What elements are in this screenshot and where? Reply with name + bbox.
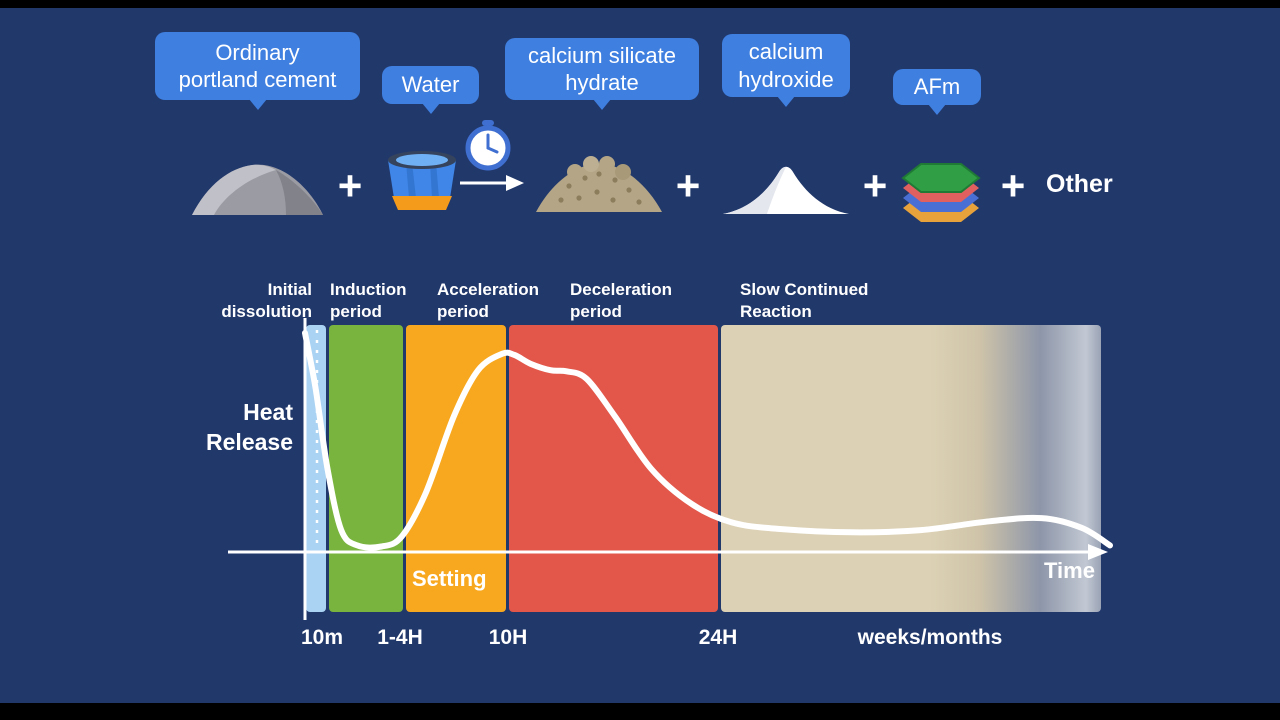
x-axis-label: Time [1044,558,1095,583]
setting-annotation: Setting [412,566,487,591]
cement-pile-shade [276,170,323,215]
other-label: Other [1046,170,1113,198]
cement-pile-icon [192,164,323,215]
period-label-acceleration: Acceleration period [437,280,540,322]
bubble-water: Water [382,66,479,104]
afm-layers-icon [901,163,981,222]
band-deceleration-period [509,325,718,612]
water-bucket-icon [388,151,456,210]
band-initial-dissolution [306,325,326,612]
bucket-base [392,196,452,210]
white-pile-body [723,166,849,214]
csh-texture-dots [558,171,642,205]
plus-sign: + [675,162,701,209]
csh-bump [599,156,615,172]
tick-10h: 10H [488,626,528,649]
afm-layer-green [901,163,981,193]
bubble-ordinary-portland-cement: Ordinary portland cement [155,32,360,100]
plus-sign: + [862,162,888,209]
bucket-stripe [430,162,439,198]
water-surface [396,154,448,166]
y-axis-label: Heat Release [206,399,293,455]
plus-sign: + [1000,162,1026,209]
csh-bump [567,164,583,180]
clock-hour-hand [486,146,499,154]
arrow-head [506,175,524,191]
tick-1-4h: 1-4H [377,626,423,649]
clock-icon [465,120,511,171]
bucket-stripe [406,162,416,198]
white-pile-shade [723,167,786,214]
csh-bump [583,156,599,172]
period-label-initial-dissolution: Initial dissolution [221,280,312,322]
bucket-body [388,160,456,198]
tick-weeks-months: weeks/months [857,626,1003,649]
period-label-induction: Induction period [330,280,407,322]
period-label-deceleration: Deceleration period [570,280,673,322]
bubble-calcium-silicate-hydrate: calcium silicate hydrate [505,38,699,100]
tick-24h: 24H [698,626,738,649]
csh-pile-body [536,163,662,212]
tick-10m: 10m [300,626,344,649]
period-label-slow-continued: Slow Continued Reaction [740,280,869,322]
plus-sign: + [337,162,363,209]
cement-pile-highlight [192,164,276,215]
calcium-hydroxide-pile-icon [723,166,849,214]
band-induction-period [329,325,403,612]
letterbox-top [0,0,1280,8]
bubble-calcium-hydroxide: calcium hydroxide [722,34,850,97]
csh-bump [615,164,631,180]
letterbox-bottom [0,703,1280,720]
csh-pile-icon [536,156,662,212]
clock-knob [482,120,494,126]
bubble-afm: AFm [893,69,981,105]
reaction-arrow-icon [460,175,524,191]
